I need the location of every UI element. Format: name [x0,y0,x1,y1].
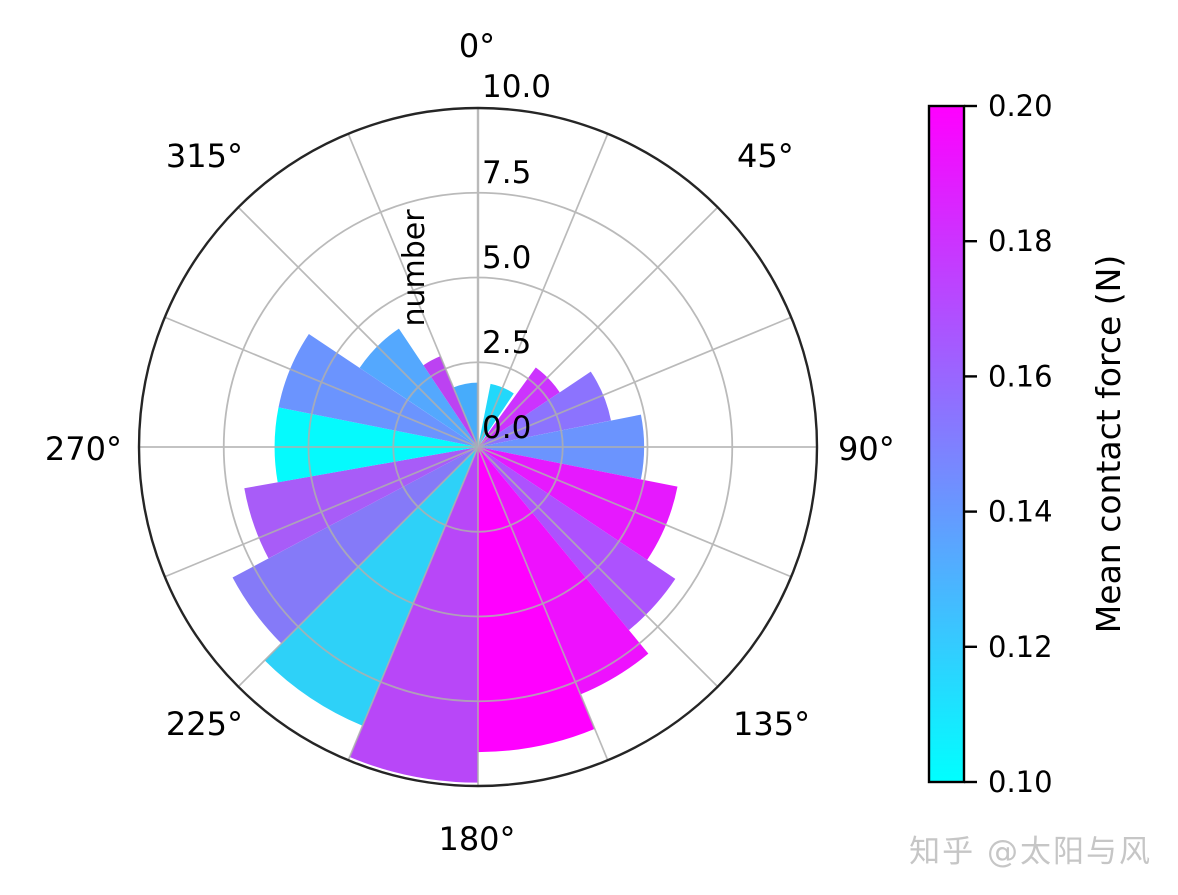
polar-bar-260 [274,407,478,483]
polar-bar-242 [244,447,478,559]
outer-ring [137,106,819,788]
axis-labels: 0° 45° 90° 135° 180° 225° 270° 315° 0.0 2.5 5.0 7.5… [45,27,895,858]
polar-grid [137,106,819,788]
colorbar-ticks: 0.20 0.18 0.16 0.14 0.12 0.10 [964,89,1053,799]
polar-bar-101.25 [478,447,678,560]
radial-tick-label: 0.0 [482,410,531,446]
angle-tick-label: 0° [459,27,495,65]
polar-bar-225 [232,447,478,644]
colorbar-tick-label: 0.18 [988,224,1053,258]
angle-tick-label: 270° [45,430,122,468]
radial-tick-label: 2.5 [482,325,531,361]
grid-spoke [347,133,479,448]
colorbar-tick-label: 0.12 [988,630,1053,664]
grid-spoke [477,446,719,688]
polar-bar-157.5 [478,447,595,753]
grid-spoke [237,446,479,688]
angle-tick-label: 45° [737,137,794,175]
radial-tick-label: 7.5 [482,155,531,191]
polar-bar-326.25 [423,356,478,447]
polar-bar-281.25 [278,334,478,447]
grid-spoke [164,316,479,448]
polar-bar-56.25 [478,371,611,447]
grid-spoke [347,446,479,761]
angle-tick-label: 315° [166,137,243,175]
grid-spoke [477,206,719,448]
grid-spoke [477,316,792,448]
polar-bars [232,328,678,783]
polar-bar-123.75 [478,447,676,631]
angle-tick-label: 180° [438,820,515,858]
grid-spoke [477,133,609,448]
radial-tick-label: 10.0 [482,69,551,105]
polar-bar-11.25 [478,383,514,447]
radial-tick-label: 5.0 [482,240,531,276]
angle-tick-label: 90° [838,430,895,468]
grid-spoke [237,206,479,448]
radial-axis-title: number [397,209,432,327]
angle-tick-label: 135° [733,705,810,743]
angle-tick-label: 225° [166,705,243,743]
grid-spoke [477,446,609,761]
colorbar-gradient [927,104,966,784]
colorbar-tick-label: 0.10 [988,765,1053,799]
colorbar-tick-label: 0.14 [988,495,1053,529]
colorbar-tick-label: 0.16 [988,359,1053,393]
polar-bar-140.5 [478,447,649,695]
grid-spoke [477,446,792,578]
colorbar-tick-label: 0.20 [988,89,1053,123]
colorbar: 0.20 0.18 0.16 0.14 0.12 0.10 Mean contact fo… [927,89,1128,799]
watermark: 知乎 @太阳与风 [909,834,1152,870]
colorbar-title: Mean contact force (N) [1089,255,1128,633]
polar-bar-202.5 [264,447,478,726]
grid-spoke [164,446,479,578]
